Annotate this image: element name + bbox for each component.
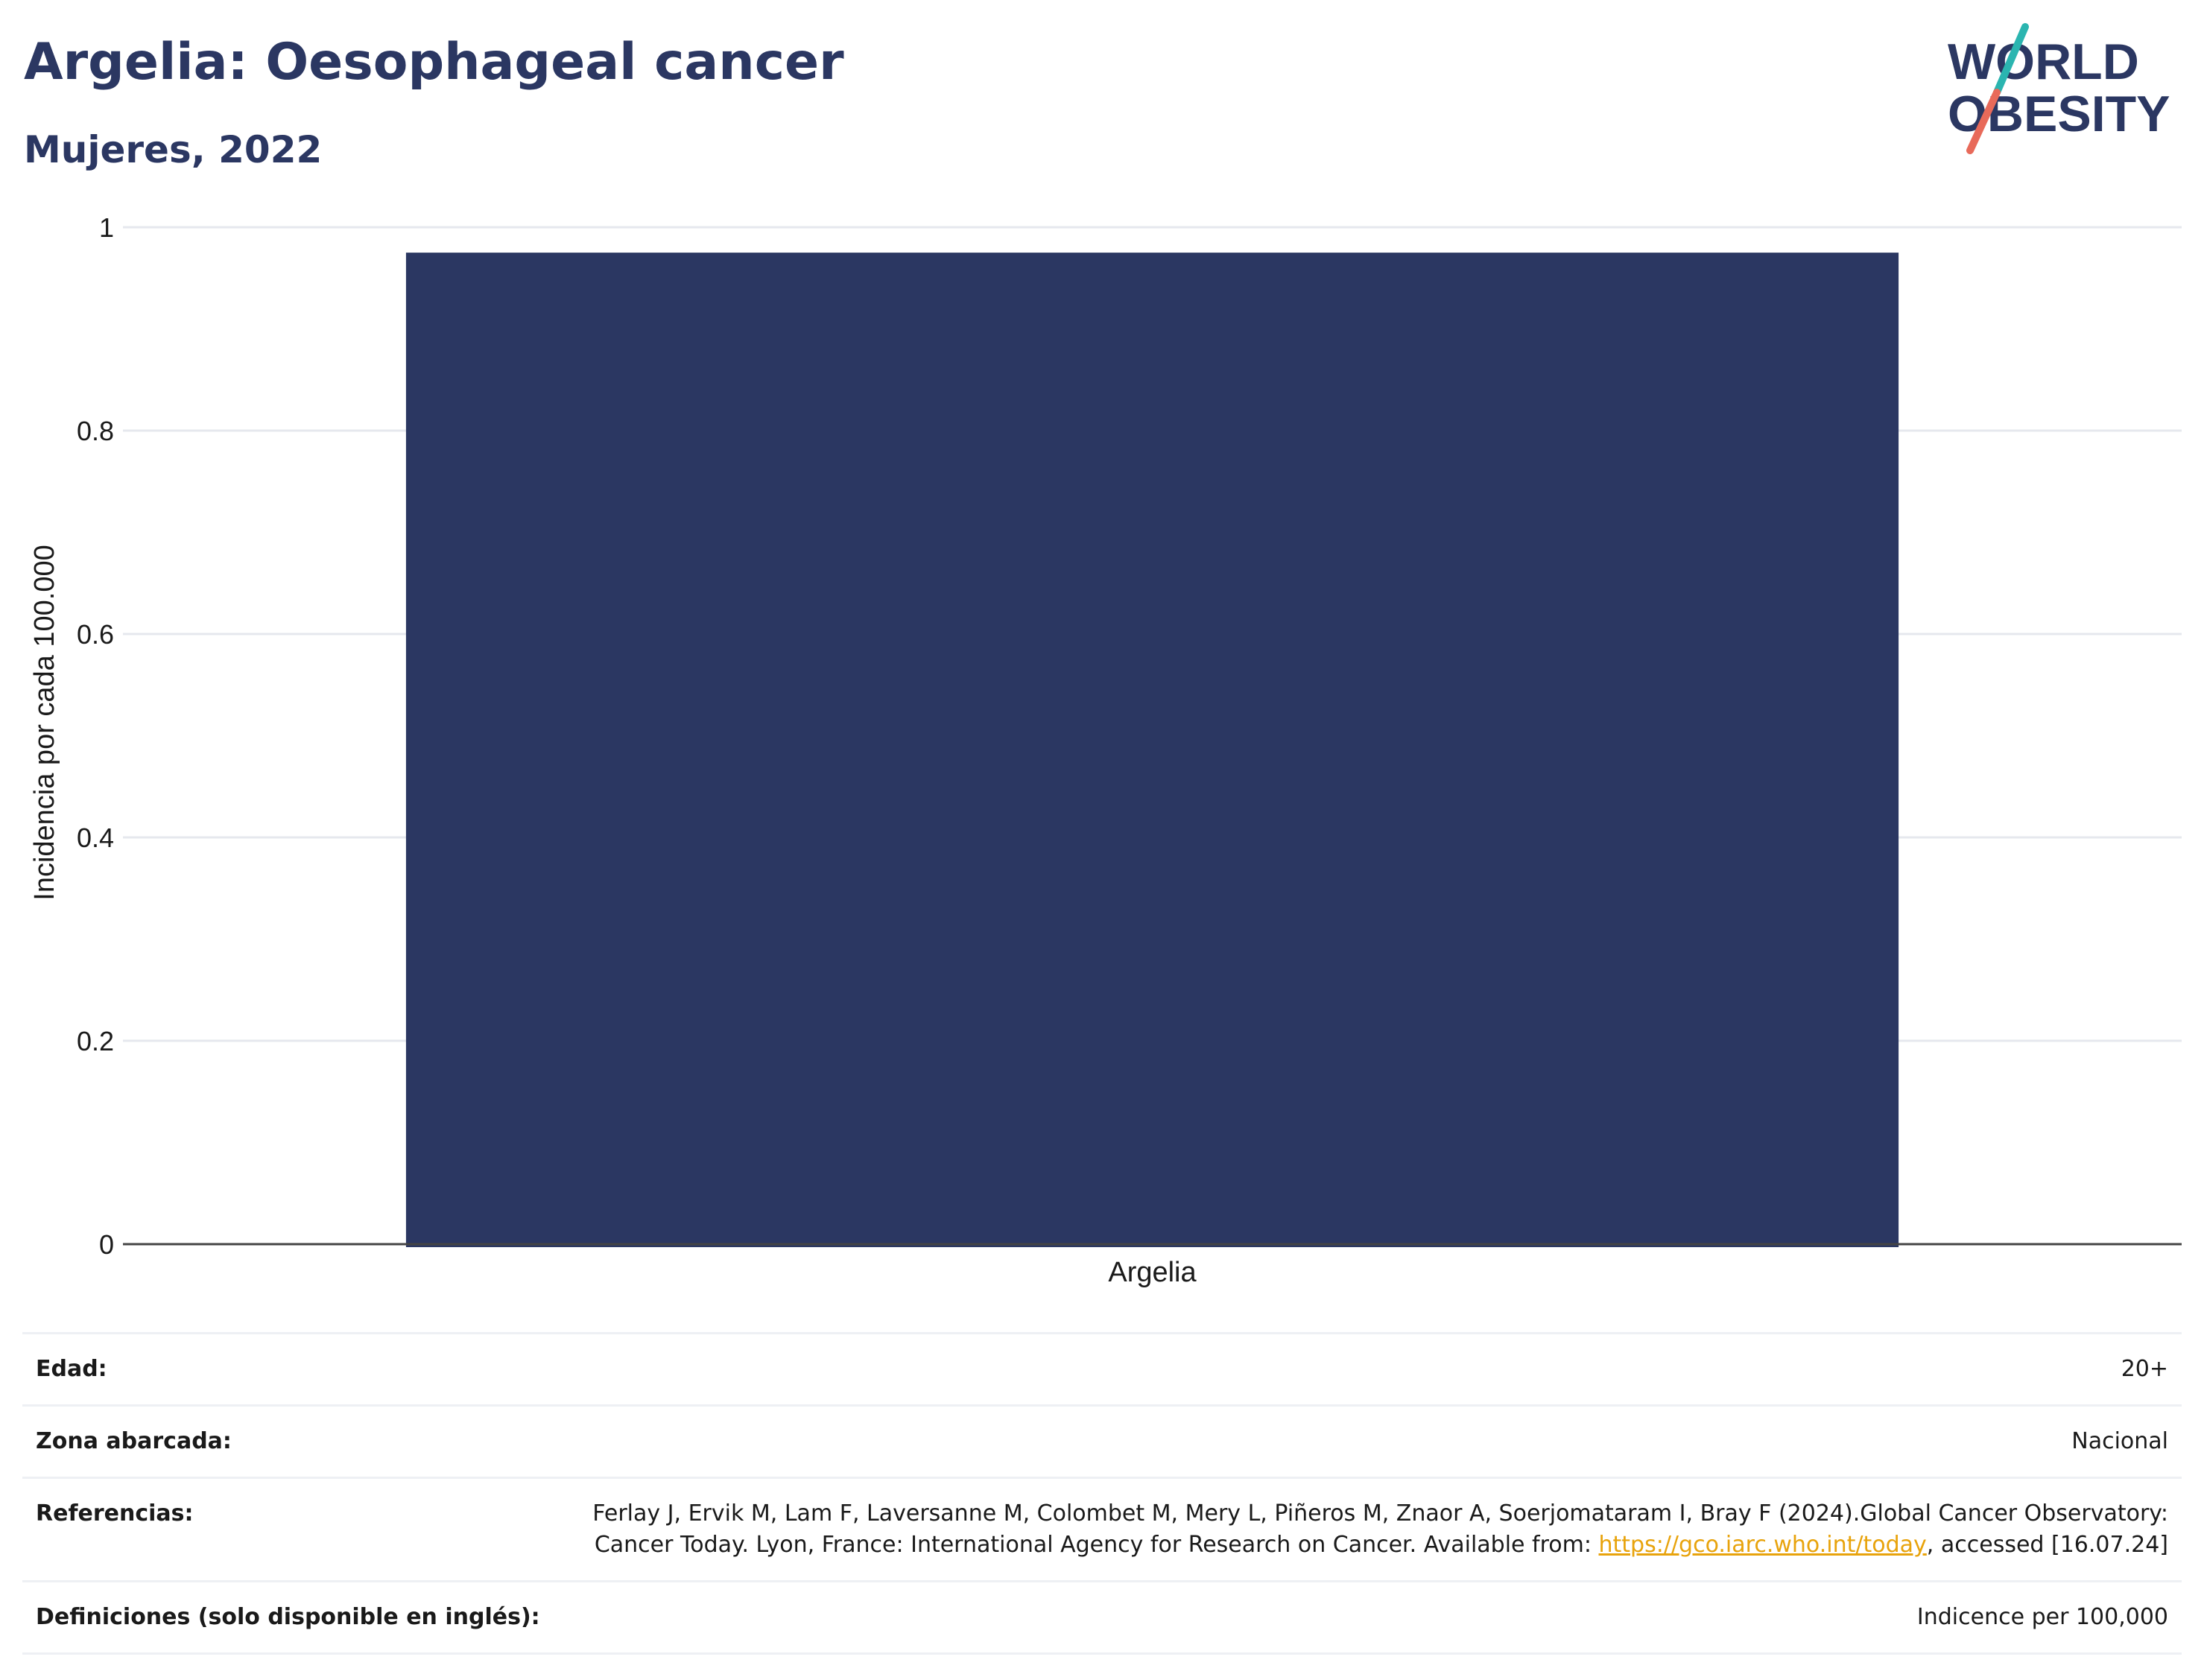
world-obesity-logo: WORLD OBESITY [1948, 23, 2170, 154]
references-value: Ferlay J, Ervik M, Lam F, Laversanne M, … [571, 1477, 2182, 1582]
logo-line-1: WORLD [1948, 34, 2139, 90]
references-text: Ferlay J, Ervik M, Lam F, Laversanne M, … [592, 1500, 2168, 1558]
logo-slash-top [1993, 23, 2029, 96]
references-accessed: , accessed [16.07.24] [1926, 1532, 2168, 1558]
chart-title: Argelia: Oesophageal cancer [24, 33, 844, 92]
coverage-value: Nacional [571, 1404, 2182, 1479]
axes: 0 0.2 0.4 0.6 0.8 1 Argelia [77, 212, 2182, 1288]
bar-chart: 0 0.2 0.4 0.6 0.8 1 Argelia Incidencia por cad… [29, 212, 2182, 1288]
y-tick-label: 0.6 [77, 619, 114, 650]
y-tick-label: 0 [99, 1229, 114, 1260]
references-link[interactable]: https://gco.iarc.who.int/today [1598, 1532, 1927, 1558]
table-row: Zona abarcada: Nacional [22, 1404, 2182, 1479]
bars [405, 253, 1899, 1247]
x-tick-label: Argelia [1108, 1257, 1197, 1288]
y-tick-label: 0.4 [77, 822, 114, 853]
metadata-table: Edad: 20+ Zona abarcada: Nacional Refere… [22, 1332, 2182, 1655]
bar [405, 253, 1899, 1247]
y-tick-label: 0.2 [77, 1026, 114, 1056]
table-row: Referencias: Ferlay J, Ervik M, Lam F, L… [22, 1477, 2182, 1582]
age-value: 20+ [571, 1332, 2182, 1407]
y-tick-label: 0.8 [77, 416, 114, 446]
chart-subtitle: Mujeres, 2022 [24, 128, 323, 171]
y-axis-label: Incidencia por cada 100.000 [29, 545, 60, 900]
definitions-label: Definiciones (solo disponible en inglés)… [22, 1580, 571, 1655]
definitions-value: Indicence per 100,000 [571, 1580, 2182, 1655]
logo-slash-bottom [1966, 89, 2001, 154]
table-row: Edad: 20+ [22, 1332, 2182, 1407]
age-label: Edad: [22, 1332, 571, 1407]
coverage-label: Zona abarcada: [22, 1404, 571, 1479]
references-label: Referencias: [22, 1477, 571, 1582]
y-tick-label: 1 [99, 212, 114, 243]
table-row: Definiciones (solo disponible en inglés)… [22, 1580, 2182, 1655]
